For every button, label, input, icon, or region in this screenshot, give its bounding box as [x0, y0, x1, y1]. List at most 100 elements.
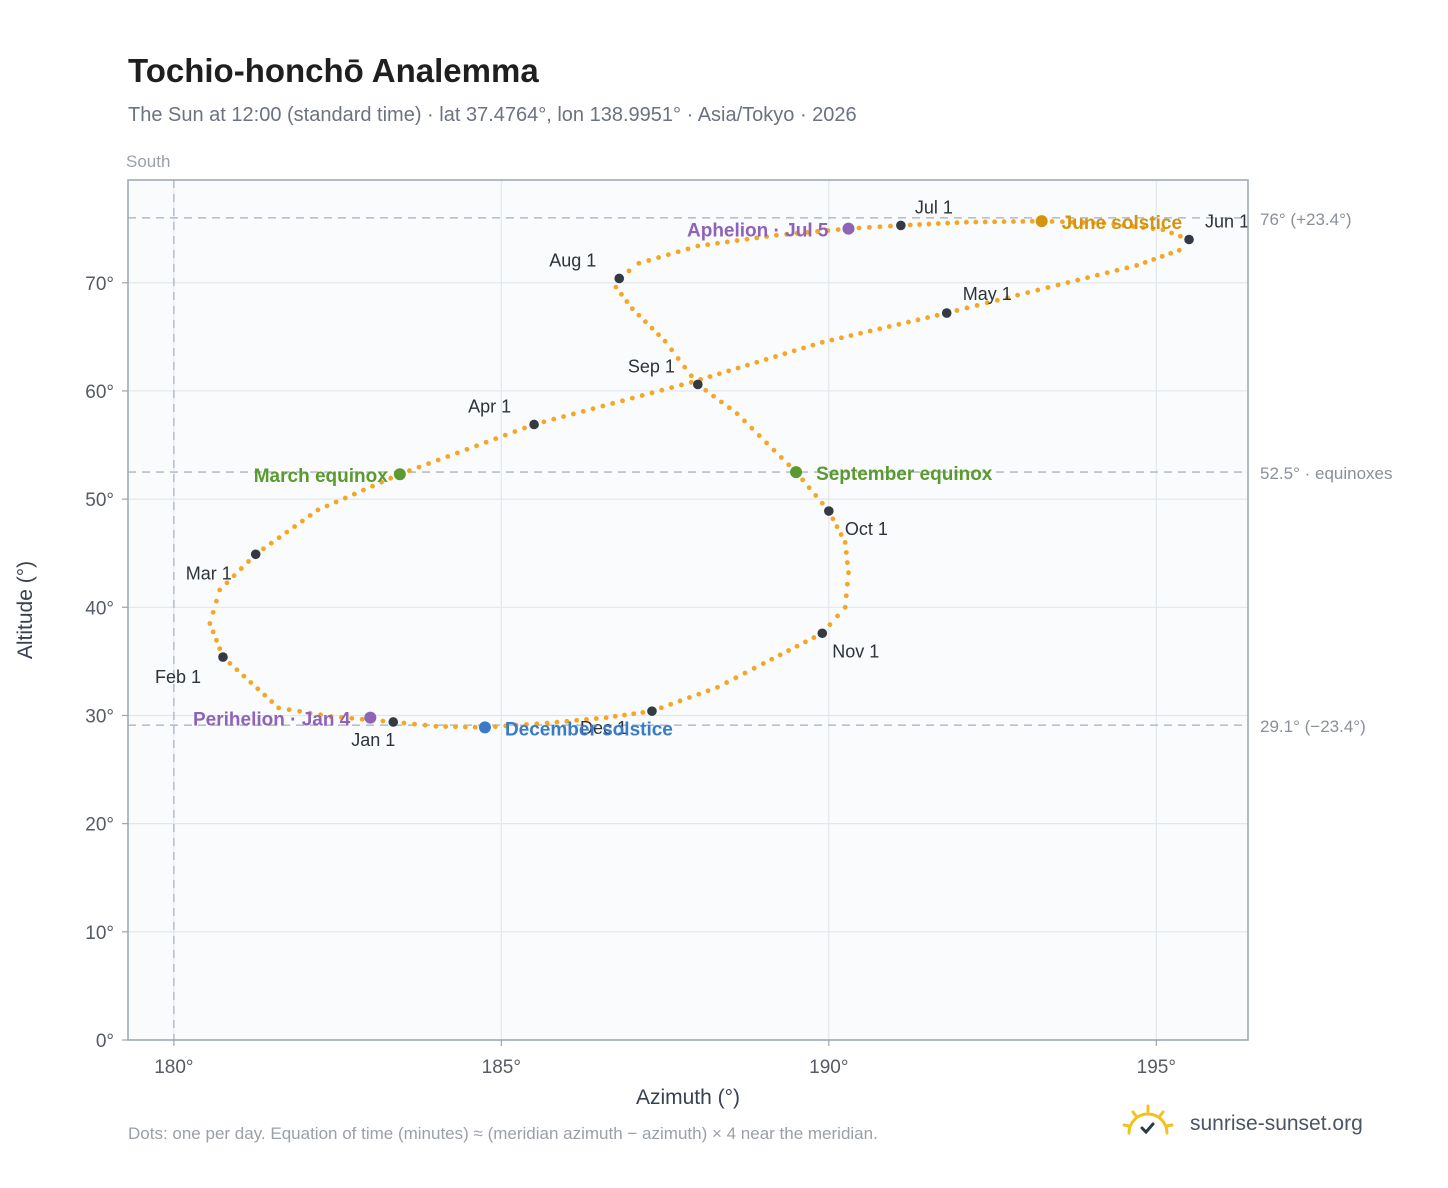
daily-sun-dot	[734, 238, 740, 243]
daily-sun-dot	[935, 221, 941, 226]
sun-logo-icon	[1122, 1104, 1174, 1135]
daily-sun-dot	[636, 260, 642, 266]
daily-sun-dot	[839, 335, 844, 341]
daily-sun-dot	[401, 720, 407, 726]
daily-sun-dot	[224, 580, 230, 586]
daily-sun-dot	[318, 712, 323, 718]
daily-sun-dot	[472, 724, 478, 730]
daily-sun-dot	[915, 317, 921, 323]
daily-sun-dot	[744, 236, 750, 242]
daily-sun-dot	[794, 643, 800, 649]
daily-sun-dot	[1091, 220, 1096, 226]
x-axis-label: Azimuth (°)	[636, 1086, 740, 1109]
event-marker-label: June solstice	[1062, 213, 1182, 234]
daily-sun-dot	[734, 411, 740, 417]
daily-sun-dot	[629, 306, 635, 312]
daily-sun-dot	[856, 225, 862, 231]
daily-sun-dot	[286, 707, 292, 713]
daily-sun-dot	[830, 516, 836, 522]
y-tick-label: 60°	[85, 382, 114, 403]
daily-sun-dot	[379, 479, 385, 485]
month-marker-label: Oct 1	[845, 519, 888, 539]
daily-sun-dot	[462, 724, 468, 730]
daily-sun-dot	[867, 328, 873, 334]
event-marker-label: Aphelion · Jul 5	[687, 221, 829, 242]
daily-sun-dot	[643, 319, 648, 325]
daily-sun-dot	[626, 268, 632, 274]
daily-sun-dot	[843, 593, 849, 599]
daily-sun-dot	[742, 670, 748, 676]
daily-sun-dot	[603, 715, 609, 721]
daily-sun-dot	[276, 705, 282, 711]
daily-sun-dot	[804, 229, 810, 235]
y-tick-label: 20°	[85, 815, 114, 836]
daily-sun-dot	[842, 604, 848, 610]
daily-sun-dot	[339, 715, 344, 720]
daily-sun-dot	[1005, 295, 1010, 301]
daily-sun-dot	[407, 468, 412, 474]
daily-sun-dot	[1101, 220, 1107, 226]
event-marker-dot	[842, 222, 855, 235]
daily-sun-dot	[649, 325, 655, 331]
daily-sun-dot	[669, 347, 675, 353]
reference-line-label: 76° (+23.4°)	[1260, 210, 1352, 229]
daily-sun-dot	[726, 368, 732, 374]
daily-sun-dot	[791, 348, 797, 354]
daily-sun-dot	[858, 330, 863, 336]
daily-sun-dot	[829, 337, 835, 343]
x-tick-label: 180°	[154, 1057, 193, 1078]
x-tick-label: 190°	[809, 1057, 848, 1078]
y-tick-label: 10°	[85, 923, 114, 944]
daily-sun-dot	[662, 338, 668, 344]
daily-sun-dot	[896, 321, 902, 327]
daily-sun-dot	[1176, 247, 1182, 253]
daily-sun-dot	[848, 333, 854, 338]
daily-sun-dot	[210, 629, 216, 635]
daily-sun-dot	[464, 446, 470, 452]
daily-sun-dot	[656, 332, 661, 338]
daily-sun-dot	[629, 395, 635, 401]
daily-sun-dot	[1151, 257, 1157, 262]
daily-sun-dot	[210, 609, 216, 615]
daily-sun-dot	[803, 639, 808, 645]
daily-sun-dot	[1049, 219, 1055, 224]
daily-sun-dot	[207, 621, 213, 626]
daily-sun-dot	[811, 635, 817, 640]
brand[interactable]: sunrise-sunset.org	[1120, 1103, 1420, 1147]
month-marker-label: May 1	[963, 284, 1012, 304]
daily-sun-dot	[590, 406, 596, 412]
plot-area	[128, 180, 1248, 1040]
month-marker-dot	[647, 706, 657, 716]
daily-sun-dot	[1121, 223, 1126, 228]
daily-sun-dot	[276, 535, 282, 541]
month-marker-label: Jan 1	[351, 730, 395, 750]
daily-sun-dot	[877, 224, 883, 230]
daily-sun-dot	[1130, 224, 1136, 229]
daily-sun-dot	[835, 613, 840, 619]
daily-sun-dot	[769, 656, 775, 662]
reference-lines: 76° (+23.4°) 52.5° · equinoxes 29.1° (−23.…	[128, 180, 1393, 1040]
daily-sun-dot	[502, 432, 508, 438]
daily-sun-dot	[492, 724, 498, 730]
y-tick-label: 70°	[85, 274, 114, 295]
daily-sun-dot	[640, 710, 646, 715]
daily-sun-dot	[255, 686, 261, 692]
daily-sun-dot	[754, 359, 760, 365]
month-marker-label: Aug 1	[549, 250, 596, 270]
daily-sun-dot	[1060, 219, 1065, 225]
daily-sun-dot	[1015, 292, 1020, 298]
daily-sun-dot	[886, 324, 892, 329]
daily-sun-dot	[926, 221, 932, 227]
daily-sun-dot	[819, 339, 825, 345]
month-marker-label: Sep 1	[628, 356, 675, 376]
daily-sun-dot	[214, 598, 219, 604]
daily-sun-dot	[1035, 287, 1041, 293]
x-tick-label: 195°	[1137, 1057, 1176, 1078]
month-marker-dot	[941, 308, 952, 318]
daily-sun-dot	[649, 390, 655, 396]
daily-sun-dot	[1111, 221, 1117, 227]
month-marker-dot	[824, 506, 834, 516]
daily-sun-dot	[231, 573, 237, 579]
daily-sun-dot	[819, 500, 825, 506]
daily-sun-dot	[735, 365, 741, 371]
